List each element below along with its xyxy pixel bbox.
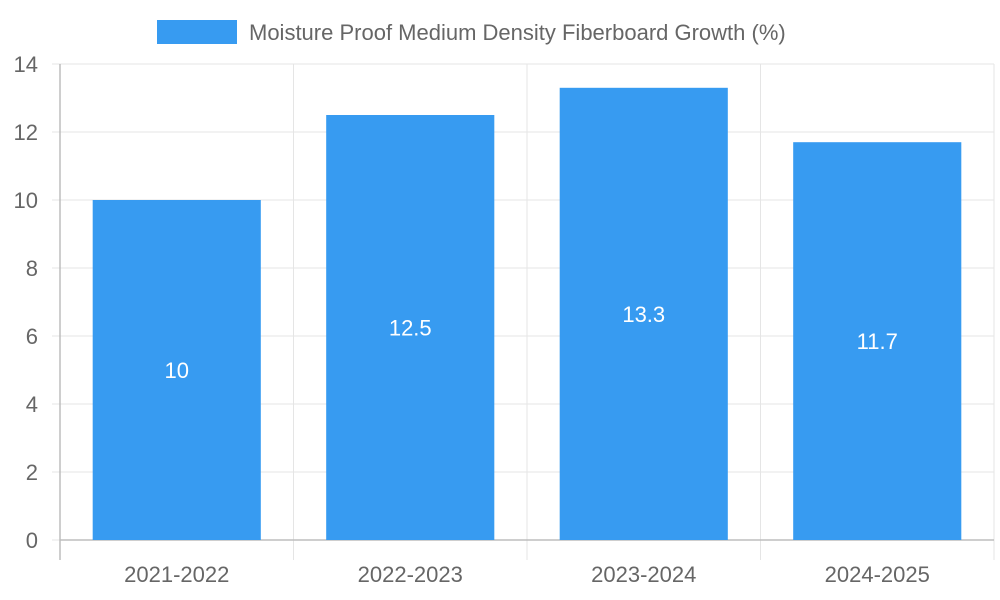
legend-swatch[interactable] xyxy=(157,20,237,44)
bar[interactable] xyxy=(559,87,728,541)
bar[interactable] xyxy=(326,115,495,540)
bars xyxy=(92,87,962,541)
y-tick-label: 0 xyxy=(26,528,38,553)
y-tick-label: 12 xyxy=(14,120,38,145)
bar[interactable] xyxy=(793,142,962,540)
x-tick-label: 2022-2023 xyxy=(358,562,463,587)
legend-label[interactable]: Moisture Proof Medium Density Fiberboard… xyxy=(249,20,786,45)
y-tick-label: 2 xyxy=(26,460,38,485)
x-tick-label: 2023-2024 xyxy=(591,562,696,587)
bar-value-label: 13.3 xyxy=(622,302,665,327)
y-tick-label: 10 xyxy=(14,188,38,213)
y-tick-label: 6 xyxy=(26,324,38,349)
y-tick-label: 4 xyxy=(26,392,38,417)
bar-value-label: 10 xyxy=(165,358,189,383)
x-tick-label: 2021-2022 xyxy=(124,562,229,587)
y-tick-label: 14 xyxy=(14,52,38,77)
bar-value-label: 11.7 xyxy=(857,329,898,354)
y-tick-label: 8 xyxy=(26,256,38,281)
bar[interactable] xyxy=(92,200,261,540)
x-tick-label: 2024-2025 xyxy=(825,562,930,587)
bar-value-label: 12.5 xyxy=(389,316,432,341)
data-labels: 10 12.5 13.3 11.7 xyxy=(165,302,898,383)
axes: 0 2 4 6 8 10 12 14 2021-2022 2022-2023 2023-2024 20… xyxy=(14,52,994,587)
legend[interactable]: Moisture Proof Medium Density Fiberboard… xyxy=(157,20,786,45)
